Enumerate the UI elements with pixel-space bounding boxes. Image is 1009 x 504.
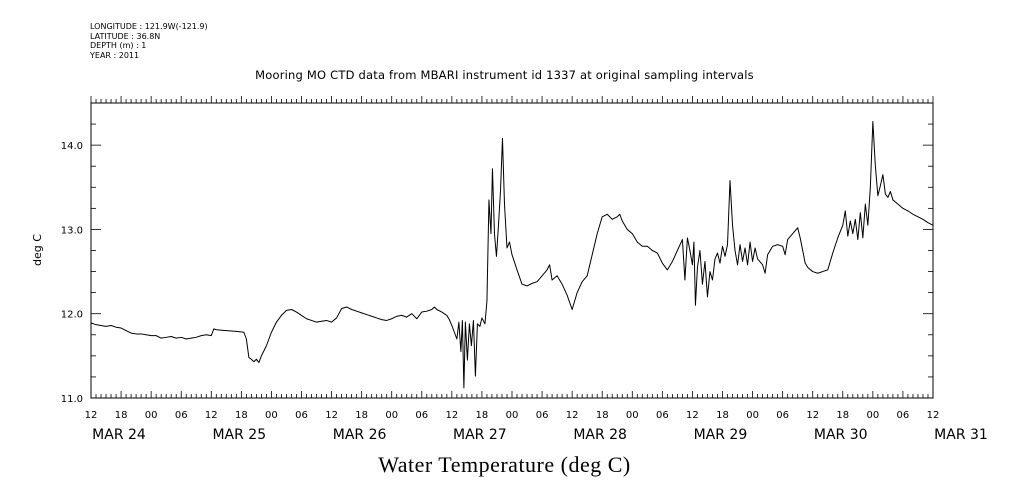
x-date-label: MAR 31 — [934, 427, 988, 443]
x-date-label: MAR 30 — [814, 427, 868, 443]
y-tick-label: 12.0 — [61, 310, 83, 321]
x-hour-label: 18 — [115, 410, 128, 421]
x-hour-label: 12 — [927, 410, 940, 421]
x-hour-label: 00 — [746, 410, 759, 421]
plot-frame — [90, 102, 934, 399]
x-hour-label: 18 — [235, 410, 248, 421]
x-hour-label: 18 — [476, 410, 489, 421]
x-hour-label: 18 — [355, 410, 368, 421]
x-hour-label: 00 — [506, 410, 519, 421]
x-date-label: MAR 25 — [212, 427, 266, 443]
x-hour-label: 06 — [656, 410, 669, 421]
chart-title: Mooring MO CTD data from MBARI instrumen… — [255, 68, 754, 82]
year-label: YEAR : 2011 — [90, 50, 140, 60]
x-hour-label: 00 — [626, 410, 639, 421]
y-axis-label: deg C — [31, 234, 44, 266]
y-tick-label: 13.0 — [61, 225, 83, 236]
x-hour-label: 12 — [686, 410, 699, 421]
x-date-label: MAR 29 — [694, 427, 748, 443]
x-hour-label: 12 — [566, 410, 579, 421]
x-date-label: MAR 28 — [573, 427, 627, 443]
x-hour-label: 00 — [145, 410, 158, 421]
x-date-label: MAR 27 — [453, 427, 507, 443]
x-hour-label: 12 — [205, 410, 218, 421]
x-hour-label: 00 — [866, 410, 879, 421]
x-hour-label: 00 — [385, 410, 398, 421]
latitude-label: LATITUDE : 36.8N — [90, 31, 161, 41]
x-hour-label: 06 — [295, 410, 308, 421]
x-hour-label: 06 — [415, 410, 428, 421]
metadata-block: LONGITUDE : 121.9W(-121.9) LATITUDE : 36… — [90, 22, 208, 60]
x-hour-label: 12 — [445, 410, 458, 421]
x-hour-label: 18 — [596, 410, 609, 421]
x-date-label: MAR 26 — [333, 427, 387, 443]
x-hour-label: 12 — [85, 410, 98, 421]
x-hour-label: 06 — [897, 410, 910, 421]
y-tick-label: 14.0 — [61, 141, 83, 152]
x-hour-label: 12 — [806, 410, 819, 421]
x-hour-label: 18 — [716, 410, 729, 421]
x-date-label: MAR 24 — [92, 427, 146, 443]
y-tick-label: 11.0 — [61, 394, 83, 405]
longitude-label: LONGITUDE : 121.9W(-121.9) — [90, 22, 208, 31]
x-hour-label: 06 — [536, 410, 549, 421]
depth-label: DEPTH (m) : 1 — [90, 41, 147, 50]
x-hour-label: 12 — [325, 410, 338, 421]
x-hour-label: 18 — [836, 410, 849, 421]
temperature-series-line — [90, 121, 934, 389]
x-hour-label: 00 — [265, 410, 278, 421]
x-axis-label: Water Temperature (deg C) — [378, 452, 631, 477]
x-hour-label: 06 — [776, 410, 789, 421]
x-hour-label: 06 — [175, 410, 188, 421]
